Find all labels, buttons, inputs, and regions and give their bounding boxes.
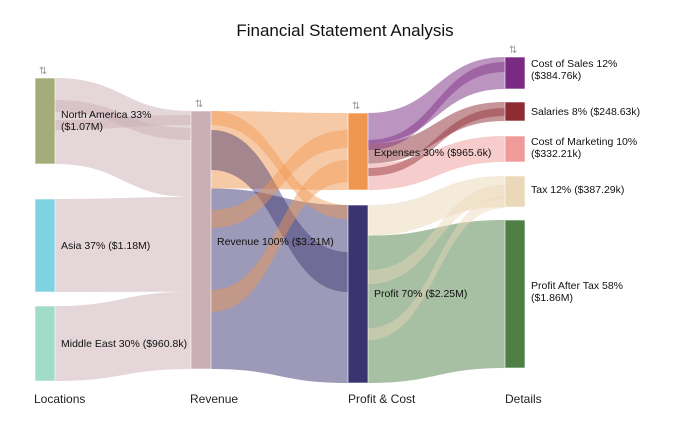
link-texture-8 <box>55 100 191 140</box>
node-label-profit: Profit 70% ($2.25M) <box>374 288 467 300</box>
sort-arrows-icon[interactable]: ⇅ <box>509 45 517 56</box>
node-tax[interactable] <box>504 175 526 208</box>
column-label-profit-cost: Profit & Cost <box>348 392 416 406</box>
link-exp-sal <box>368 102 505 164</box>
link-texture-3 <box>211 160 348 312</box>
node-label-me: Middle East 30% ($960.8k) <box>61 338 187 350</box>
link-texture-2 <box>211 130 348 228</box>
link-texture-0 <box>211 111 348 219</box>
node-cos[interactable] <box>504 56 526 90</box>
link-exp-com <box>368 136 505 190</box>
link-na-rev <box>55 78 191 197</box>
sort-arrows-icon[interactable]: ⇅ <box>39 66 47 77</box>
node-sublabel-na: ($1.07M) <box>61 121 103 133</box>
link-me-rev <box>55 291 191 381</box>
link-texture-5 <box>368 196 505 340</box>
node-label-cos: Cost of Sales 12% <box>531 58 617 70</box>
node-exp[interactable] <box>347 112 369 191</box>
link-texture-1 <box>211 130 348 292</box>
link-rev-profit <box>211 188 348 383</box>
node-label-tax: Tax 12% ($387.29k) <box>531 184 624 196</box>
sort-arrows-icon[interactable]: ⇅ <box>195 99 203 110</box>
link-rev-exp <box>211 111 348 190</box>
link-texture-7 <box>368 108 505 176</box>
column-label-revenue: Revenue <box>190 392 238 406</box>
column-label-locations: Locations <box>34 392 85 406</box>
links-layer <box>55 57 505 383</box>
sort-arrows-icon[interactable]: ⇅ <box>352 101 360 112</box>
column-label-details: Details <box>505 392 542 406</box>
column-labels: Locations Revenue Profit & Cost Details <box>34 392 542 406</box>
link-exp-cos <box>368 57 505 144</box>
node-label-pat: Profit After Tax 58% <box>531 280 623 292</box>
node-pat[interactable] <box>504 219 526 369</box>
node-rev[interactable] <box>190 110 212 370</box>
link-asia-rev <box>55 196 191 292</box>
node-profit[interactable] <box>347 204 369 384</box>
node-label-com: Cost of Marketing 10% <box>531 136 637 148</box>
link-texture-9 <box>55 115 191 130</box>
node-sal[interactable] <box>504 101 526 122</box>
node-na[interactable] <box>34 77 56 165</box>
node-asia[interactable] <box>34 198 56 293</box>
link-profit-pat <box>368 220 505 383</box>
nodes-layer <box>34 56 526 384</box>
node-com[interactable] <box>504 135 526 163</box>
node-label-sal: Salaries 8% ($248.63k) <box>531 106 640 118</box>
node-me[interactable] <box>34 305 56 382</box>
node-label-rev: Revenue 100% ($3.21M) <box>217 236 334 248</box>
node-sublabel-pat: ($1.86M) <box>531 292 573 304</box>
node-sublabel-com: ($332.21k) <box>531 148 581 160</box>
link-profit-tax <box>368 176 505 236</box>
node-label-na: North America 33% <box>61 109 151 121</box>
node-label-exp: Expenses 30% ($965.6k) <box>374 147 491 159</box>
link-texture-6 <box>368 62 505 150</box>
node-sublabel-cos: ($384.76k) <box>531 70 581 82</box>
node-label-asia: Asia 37% ($1.18M) <box>61 240 150 252</box>
link-texture-4 <box>368 185 505 284</box>
chart-title: Financial Statement Analysis <box>236 21 453 40</box>
labels-layer: North America 33%($1.07M) Asia 37% ($1.18… <box>39 45 640 350</box>
